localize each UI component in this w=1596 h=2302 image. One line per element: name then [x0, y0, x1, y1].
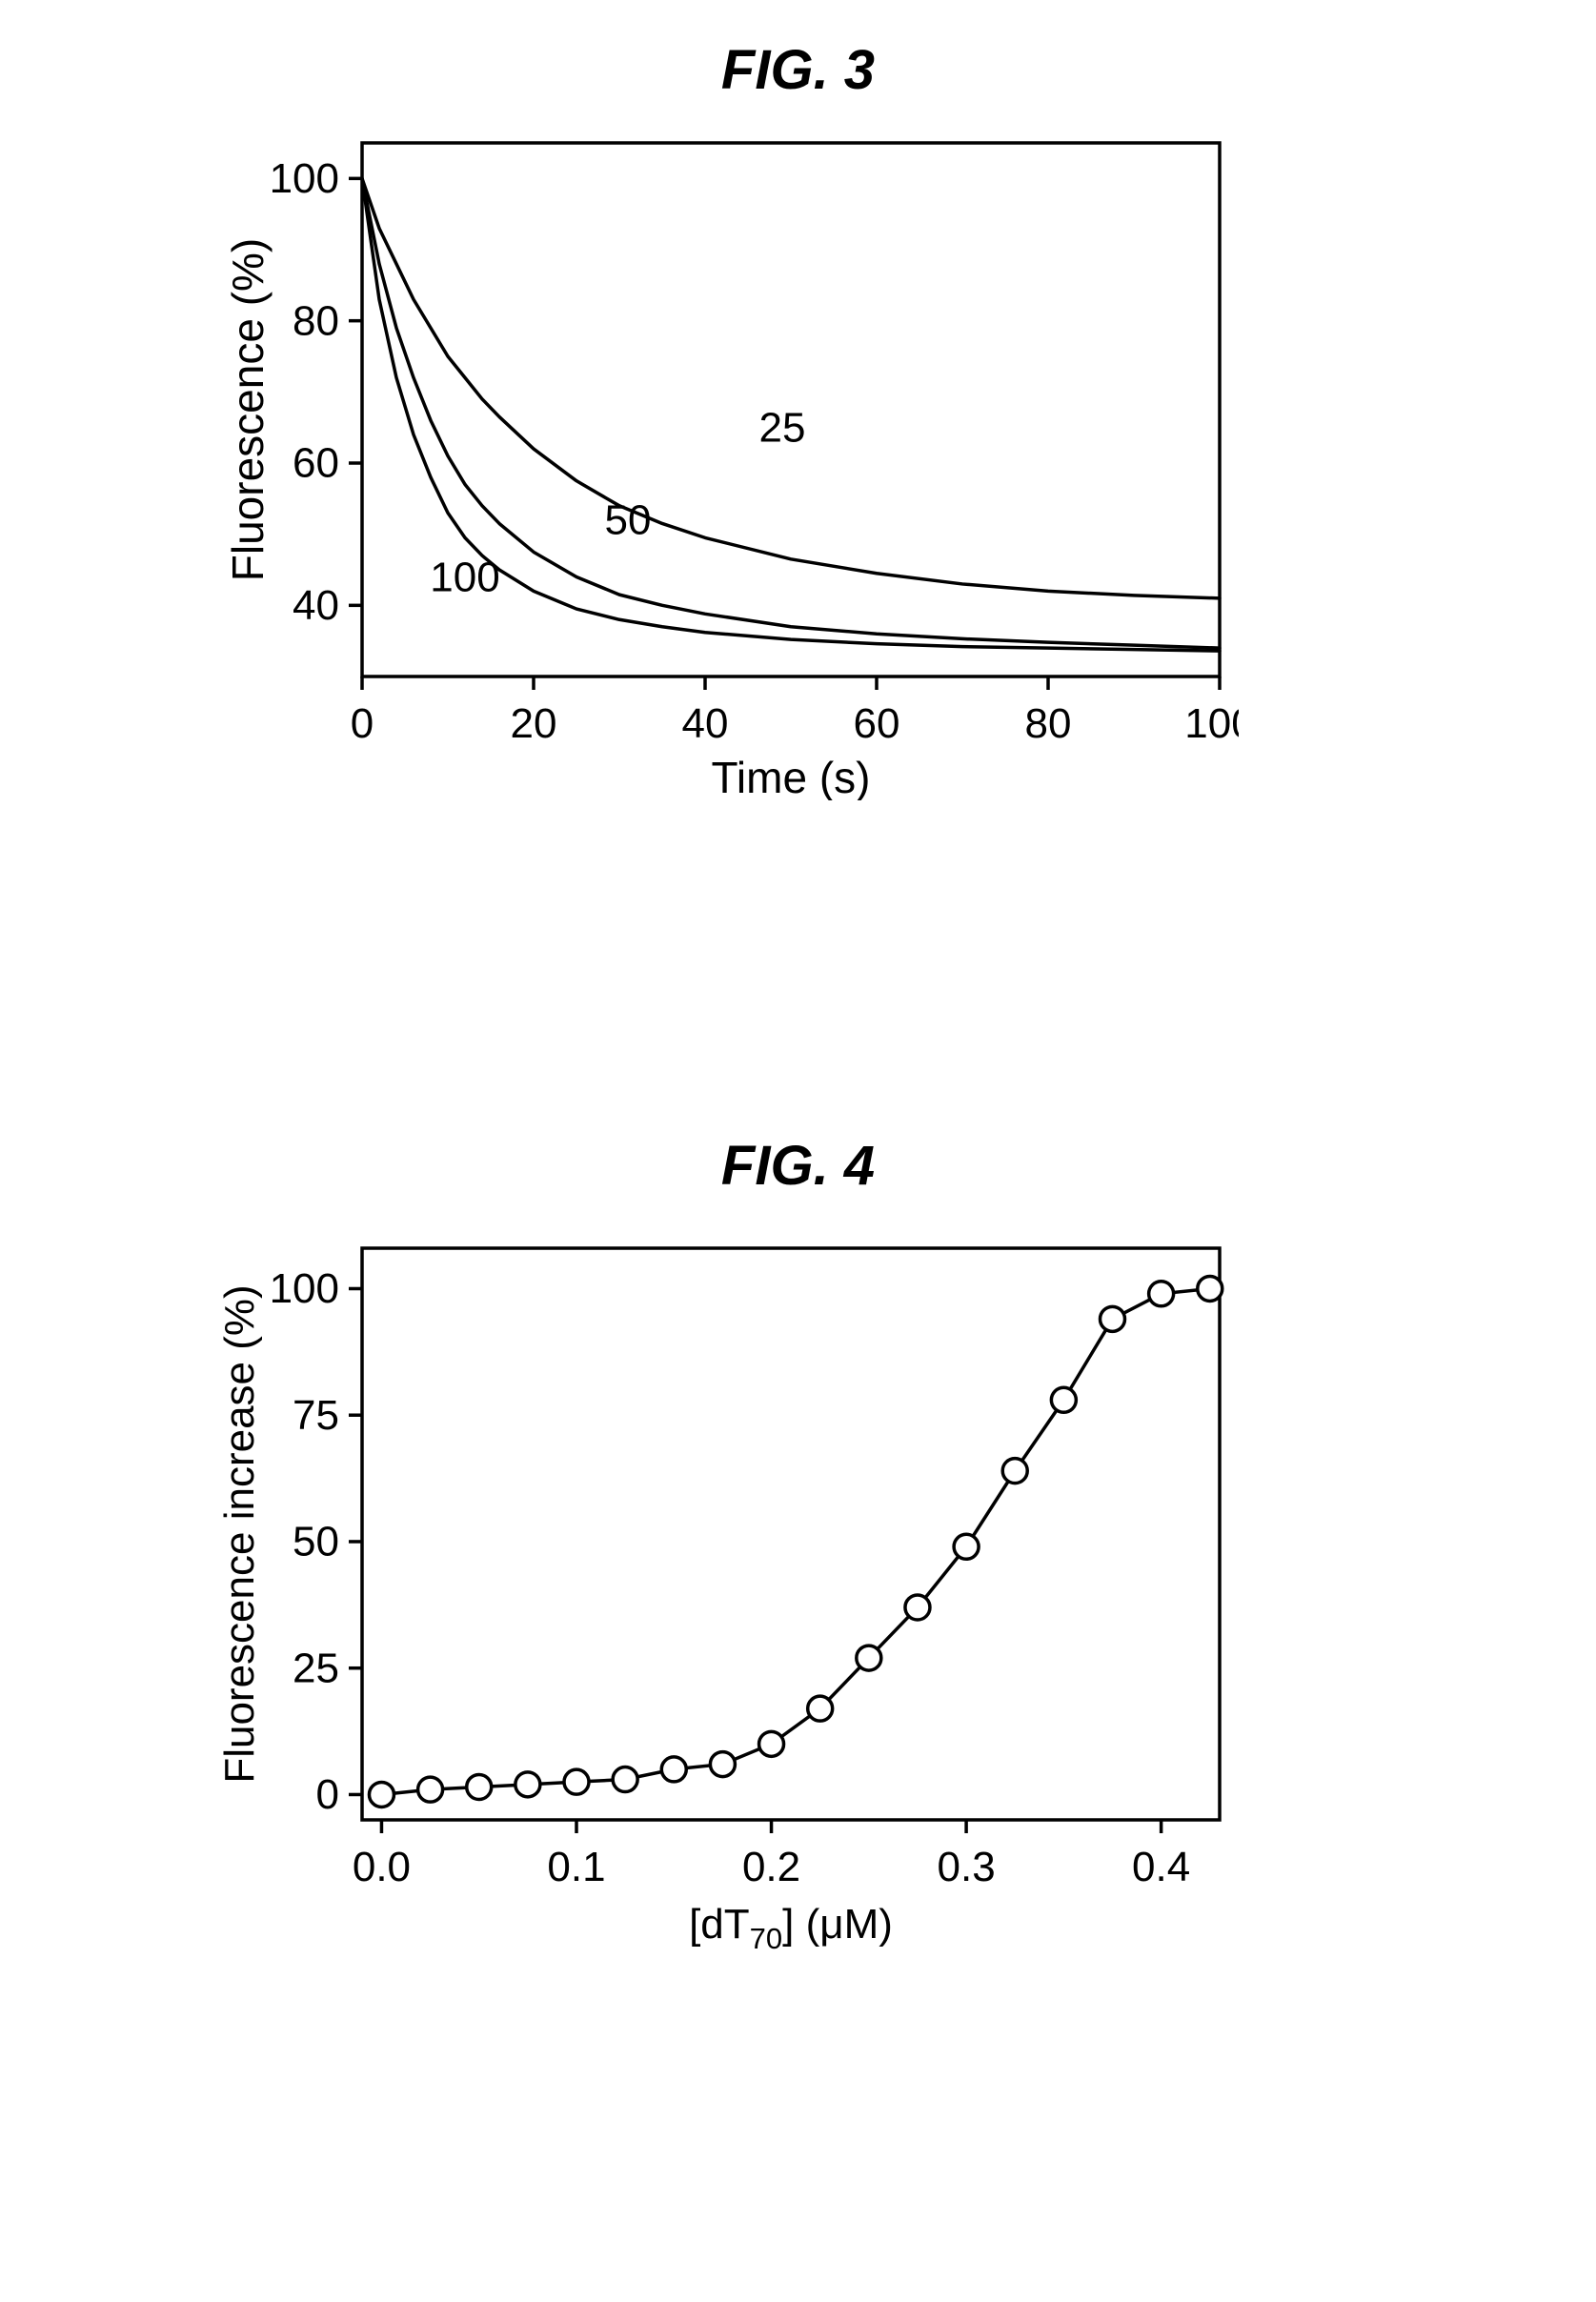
svg-text:0.2: 0.2: [742, 1844, 800, 1890]
fig4-chart: 0.0 0.1 0.2 0.3 0.4 [dT70] (μM) 0 25 50 75 100Fluo…: [210, 1229, 1239, 1963]
svg-text:0: 0: [316, 1771, 339, 1818]
svg-text:40: 40: [293, 582, 339, 629]
svg-text:Time (s): Time (s): [712, 753, 871, 800]
fig4-title: FIG. 4: [0, 1134, 1596, 1198]
svg-text:75: 75: [293, 1392, 339, 1439]
svg-text:100: 100: [270, 155, 339, 202]
svg-text:[dT70] (μM): [dT70] (μM): [689, 1901, 893, 1955]
svg-text:100: 100: [430, 554, 499, 600]
svg-text:0.3: 0.3: [938, 1844, 996, 1890]
svg-text:0.1: 0.1: [547, 1844, 605, 1890]
svg-text:25: 25: [759, 405, 806, 452]
svg-text:100: 100: [270, 1265, 339, 1312]
svg-text:50: 50: [605, 497, 652, 544]
svg-text:25: 25: [293, 1645, 339, 1691]
svg-text:80: 80: [1025, 700, 1072, 747]
svg-text:80: 80: [293, 297, 339, 344]
svg-text:Fluorescence increase (%): Fluorescence increase (%): [216, 1284, 263, 1783]
svg-text:0.0: 0.0: [353, 1844, 411, 1890]
svg-text:40: 40: [682, 700, 729, 747]
svg-text:Fluorescence (%): Fluorescence (%): [223, 238, 273, 581]
svg-text:60: 60: [854, 700, 900, 747]
svg-text:50: 50: [293, 1519, 339, 1565]
svg-text:100: 100: [1184, 700, 1239, 747]
svg-text:20: 20: [511, 700, 557, 747]
fig3-chart: 0 20 40 60 80 100 Time (s) 40 60 80 100 Fluorescenc…: [219, 124, 1239, 800]
svg-text:0.4: 0.4: [1132, 1844, 1190, 1890]
svg-text:0: 0: [351, 700, 374, 747]
svg-text:60: 60: [293, 440, 339, 487]
fig3-title: FIG. 3: [0, 38, 1596, 102]
